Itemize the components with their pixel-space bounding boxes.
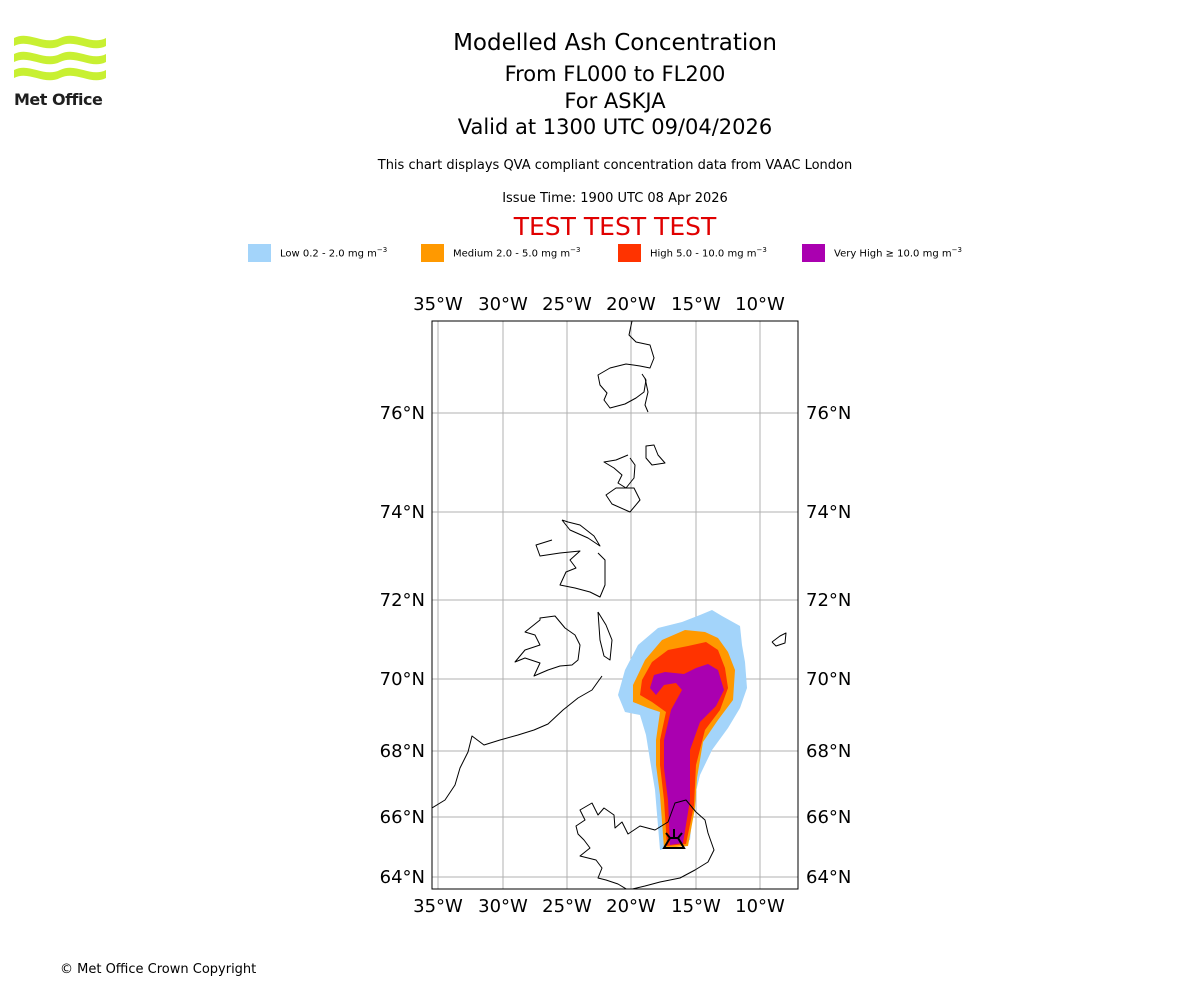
- lon-label-top: 30°W: [478, 294, 528, 315]
- legend-swatch-medium: [421, 244, 444, 262]
- lon-label-top: 15°W: [671, 294, 721, 315]
- chart-title: Modelled Ash Concentration: [453, 30, 777, 56]
- lon-label-bottom: 30°W: [478, 896, 528, 917]
- lon-label-top: 25°W: [542, 294, 592, 315]
- legend-label-high: High 5.0 - 10.0 mg m: [650, 248, 757, 260]
- lat-label-right: 74°N: [806, 502, 851, 523]
- legend-label-very-high: Very High ≥ 10.0 mg m: [834, 248, 952, 260]
- legend-item-medium: Medium 2.0 - 5.0 mg m−3: [421, 244, 580, 262]
- lon-label-bottom: 35°W: [413, 896, 463, 917]
- lat-label-left: 72°N: [380, 590, 425, 611]
- lat-label-right: 70°N: [806, 669, 851, 690]
- chart-description: This chart displays QVA compliant concen…: [377, 158, 853, 173]
- volcano-icon: [662, 829, 686, 849]
- ash-area-very-high: [650, 664, 724, 845]
- lon-label-bottom: 25°W: [542, 896, 592, 917]
- flight-level-range: From FL000 to FL200: [504, 62, 726, 86]
- lat-label-left: 66°N: [380, 807, 425, 828]
- volcano-name: For ASKJA: [564, 89, 666, 113]
- issue-time: Issue Time: 1900 UTC 08 Apr 2026: [502, 191, 728, 206]
- legend-item-low: Low 0.2 - 2.0 mg m−3: [248, 244, 387, 262]
- met-office-logo: Met Office: [14, 30, 106, 109]
- graticule: [432, 321, 798, 889]
- logo-text: Met Office: [14, 90, 103, 109]
- lat-label-right: 66°N: [806, 807, 851, 828]
- legend-swatch-low: [248, 244, 271, 262]
- lon-label-bottom: 15°W: [671, 896, 721, 917]
- lat-label-right: 72°N: [806, 590, 851, 611]
- copyright-notice: © Met Office Crown Copyright: [60, 962, 257, 977]
- valid-time: Valid at 1300 UTC 09/04/2026: [457, 115, 773, 139]
- lon-label-bottom: 20°W: [606, 896, 656, 917]
- lat-label-left: 70°N: [380, 669, 425, 690]
- lat-label-right: 68°N: [806, 741, 851, 762]
- lat-label-right: 76°N: [806, 403, 851, 424]
- legend-item-very-high: Very High ≥ 10.0 mg m−3: [802, 244, 962, 262]
- test-banner: TEST TEST TEST: [513, 212, 717, 241]
- lon-label-bottom: 10°W: [735, 896, 785, 917]
- lat-label-left: 68°N: [380, 741, 425, 762]
- map-frame: [431, 320, 799, 890]
- lon-label-top: 10°W: [735, 294, 785, 315]
- legend-label-medium: Medium 2.0 - 5.0 mg m: [453, 248, 571, 260]
- legend-swatch-very-high: [802, 244, 825, 262]
- legend-swatch-high: [618, 244, 641, 262]
- lat-label-left: 76°N: [380, 403, 425, 424]
- met-office-waves-icon: [14, 35, 106, 81]
- legend-label-low: Low 0.2 - 2.0 mg m: [280, 248, 377, 260]
- lon-label-top: 20°W: [606, 294, 656, 315]
- legend-item-high: High 5.0 - 10.0 mg m−3: [618, 244, 767, 262]
- lat-label-left: 64°N: [380, 867, 425, 888]
- lon-label-top: 35°W: [413, 294, 463, 315]
- coastlines: [432, 321, 787, 889]
- lat-label-left: 74°N: [380, 502, 425, 523]
- lat-label-right: 64°N: [806, 867, 851, 888]
